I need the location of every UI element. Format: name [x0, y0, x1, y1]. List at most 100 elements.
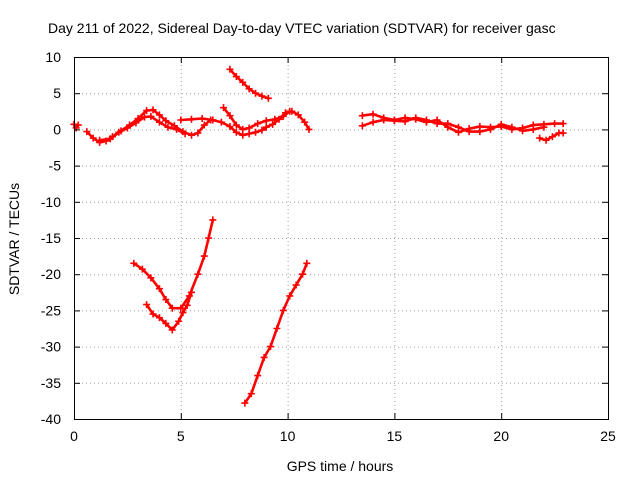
data-point	[262, 123, 270, 131]
data-point	[132, 119, 140, 127]
series-arc-10	[130, 216, 217, 312]
y-tick-label: -35	[41, 375, 61, 391]
x-tick-label: 10	[280, 428, 296, 444]
data-point	[559, 129, 567, 137]
data-point	[519, 127, 527, 135]
data-point	[540, 123, 548, 131]
data-point	[529, 125, 537, 133]
data-point	[269, 120, 277, 128]
data-point	[252, 128, 260, 136]
series-arc-12	[241, 259, 311, 407]
series-arc-5	[220, 104, 294, 133]
data-point	[226, 112, 234, 120]
x-tick-label: 5	[177, 428, 185, 444]
data-point	[401, 117, 409, 125]
data-point	[173, 125, 181, 133]
x-axis-title: GPS time / hours	[287, 458, 394, 474]
data-point	[147, 112, 155, 120]
y-tick-label: 5	[53, 85, 61, 101]
data-point	[232, 121, 240, 129]
data-point	[536, 134, 544, 142]
data-point	[187, 288, 195, 296]
x-tick-label: 25	[600, 428, 616, 444]
y-tick-label: -15	[41, 230, 61, 246]
data-point	[155, 111, 163, 119]
data-point	[264, 94, 272, 102]
data-point	[258, 126, 266, 134]
data-point	[305, 125, 313, 133]
data-point	[454, 123, 462, 131]
data-point	[183, 301, 191, 309]
data-point	[239, 125, 247, 133]
y-tick-label: -20	[41, 266, 61, 282]
data-point	[89, 134, 97, 142]
data-point	[271, 115, 279, 123]
data-point	[205, 234, 213, 242]
data-point	[232, 128, 240, 136]
data-point	[106, 135, 114, 143]
data-point	[140, 113, 148, 121]
data-point	[96, 136, 104, 144]
series-line	[98, 115, 187, 142]
data-point	[187, 115, 195, 123]
y-tick-label: -30	[41, 339, 61, 355]
data-point	[487, 125, 495, 133]
y-tick-label: 0	[53, 121, 61, 137]
data-point	[380, 116, 388, 124]
data-point	[209, 116, 217, 124]
data-point	[369, 118, 377, 126]
data-point	[390, 117, 398, 125]
data-point	[200, 252, 208, 260]
data-point	[138, 265, 146, 273]
data-point	[74, 121, 82, 129]
data-point	[143, 107, 151, 115]
data-point	[358, 112, 366, 120]
data-point	[179, 309, 187, 317]
data-point	[551, 120, 559, 128]
series-line	[222, 106, 292, 131]
data-point	[422, 116, 430, 124]
data-point	[254, 372, 262, 380]
data-point	[226, 65, 234, 73]
data-point	[247, 390, 255, 398]
data-point	[476, 128, 484, 136]
data-point	[254, 120, 262, 128]
data-point	[465, 128, 473, 136]
data-point	[198, 115, 206, 123]
data-point	[155, 314, 163, 322]
series-arc-7	[358, 110, 567, 136]
data-point	[245, 85, 253, 93]
data-point	[168, 304, 176, 312]
data-point	[303, 259, 311, 267]
y-tick-label: -5	[49, 158, 62, 174]
data-point	[262, 117, 270, 125]
y-tick-label: -10	[41, 194, 61, 210]
data-point	[279, 112, 287, 120]
x-tick-label: 15	[387, 428, 403, 444]
data-point	[559, 120, 567, 128]
series-line	[132, 218, 215, 310]
data-point	[258, 92, 266, 100]
data-point	[147, 274, 155, 282]
data-point	[177, 116, 185, 124]
data-point	[155, 285, 163, 293]
series-arc-8	[358, 114, 548, 136]
data-point	[444, 120, 452, 128]
y-axis-title: SDTVAR / TECUs	[6, 183, 22, 295]
data-point	[194, 129, 202, 137]
data-point	[412, 114, 420, 122]
data-point	[130, 259, 138, 267]
data-point	[226, 123, 234, 131]
data-point	[149, 106, 157, 114]
data-point	[286, 107, 294, 115]
data-point	[292, 281, 300, 289]
data-point	[548, 133, 556, 141]
y-tick-label: -40	[41, 411, 61, 427]
data-point	[200, 121, 208, 129]
data-point	[123, 124, 131, 132]
data-point	[162, 319, 170, 327]
tick-labels: 0 5 10 15 20 25 10 5 0 -5 -10 -15 -20 -25 -30 -35 -40	[41, 49, 616, 444]
series-arc-9	[536, 129, 567, 144]
data-point	[497, 120, 505, 128]
data-point	[241, 399, 249, 407]
